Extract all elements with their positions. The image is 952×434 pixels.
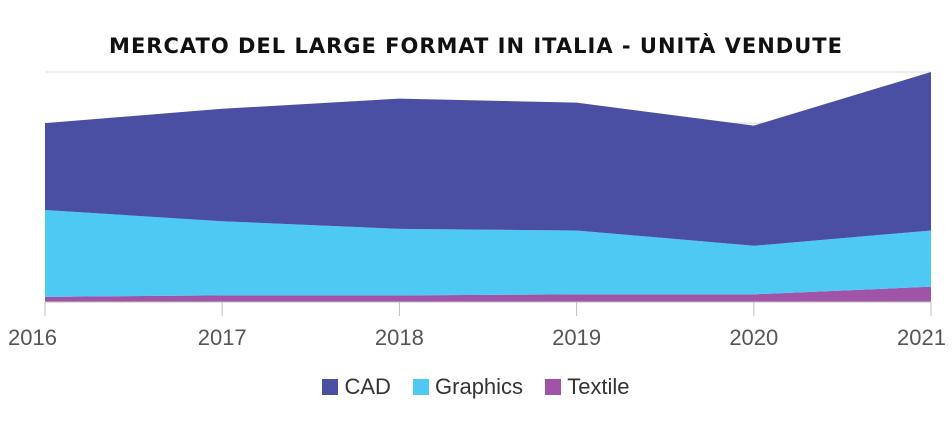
x-tick-label: 2021 [897, 325, 946, 350]
x-tick-label: 2019 [552, 325, 601, 350]
x-tick-label: 2016 [8, 325, 57, 350]
area-series-cad [45, 72, 931, 246]
legend-item-textile: Textile [545, 374, 630, 400]
x-tick-label: 2018 [375, 325, 424, 350]
legend-label-graphics: Graphics [435, 374, 524, 399]
x-tick-label: 2017 [198, 325, 247, 350]
chart-title: Mercato del Large Format in Italia - Uni… [109, 34, 843, 58]
area-layer [45, 72, 931, 302]
legend-item-cad: CAD [322, 374, 391, 400]
legend-label-cad: CAD [344, 374, 391, 399]
legend-item-graphics: Graphics [413, 374, 523, 400]
area-series-graphics [45, 210, 931, 297]
x-tick-label: 2020 [729, 325, 778, 350]
legend-label-textile: Textile [567, 374, 630, 399]
legend-swatch-textile [545, 379, 562, 395]
legend: CAD Graphics Textile [0, 374, 952, 400]
legend-swatch-graphics [413, 379, 430, 395]
x-axis: 2016 2017 2018 2019 2020 2021 [8, 301, 946, 350]
area-series-textile [45, 286, 931, 302]
legend-swatch-cad [322, 379, 339, 395]
